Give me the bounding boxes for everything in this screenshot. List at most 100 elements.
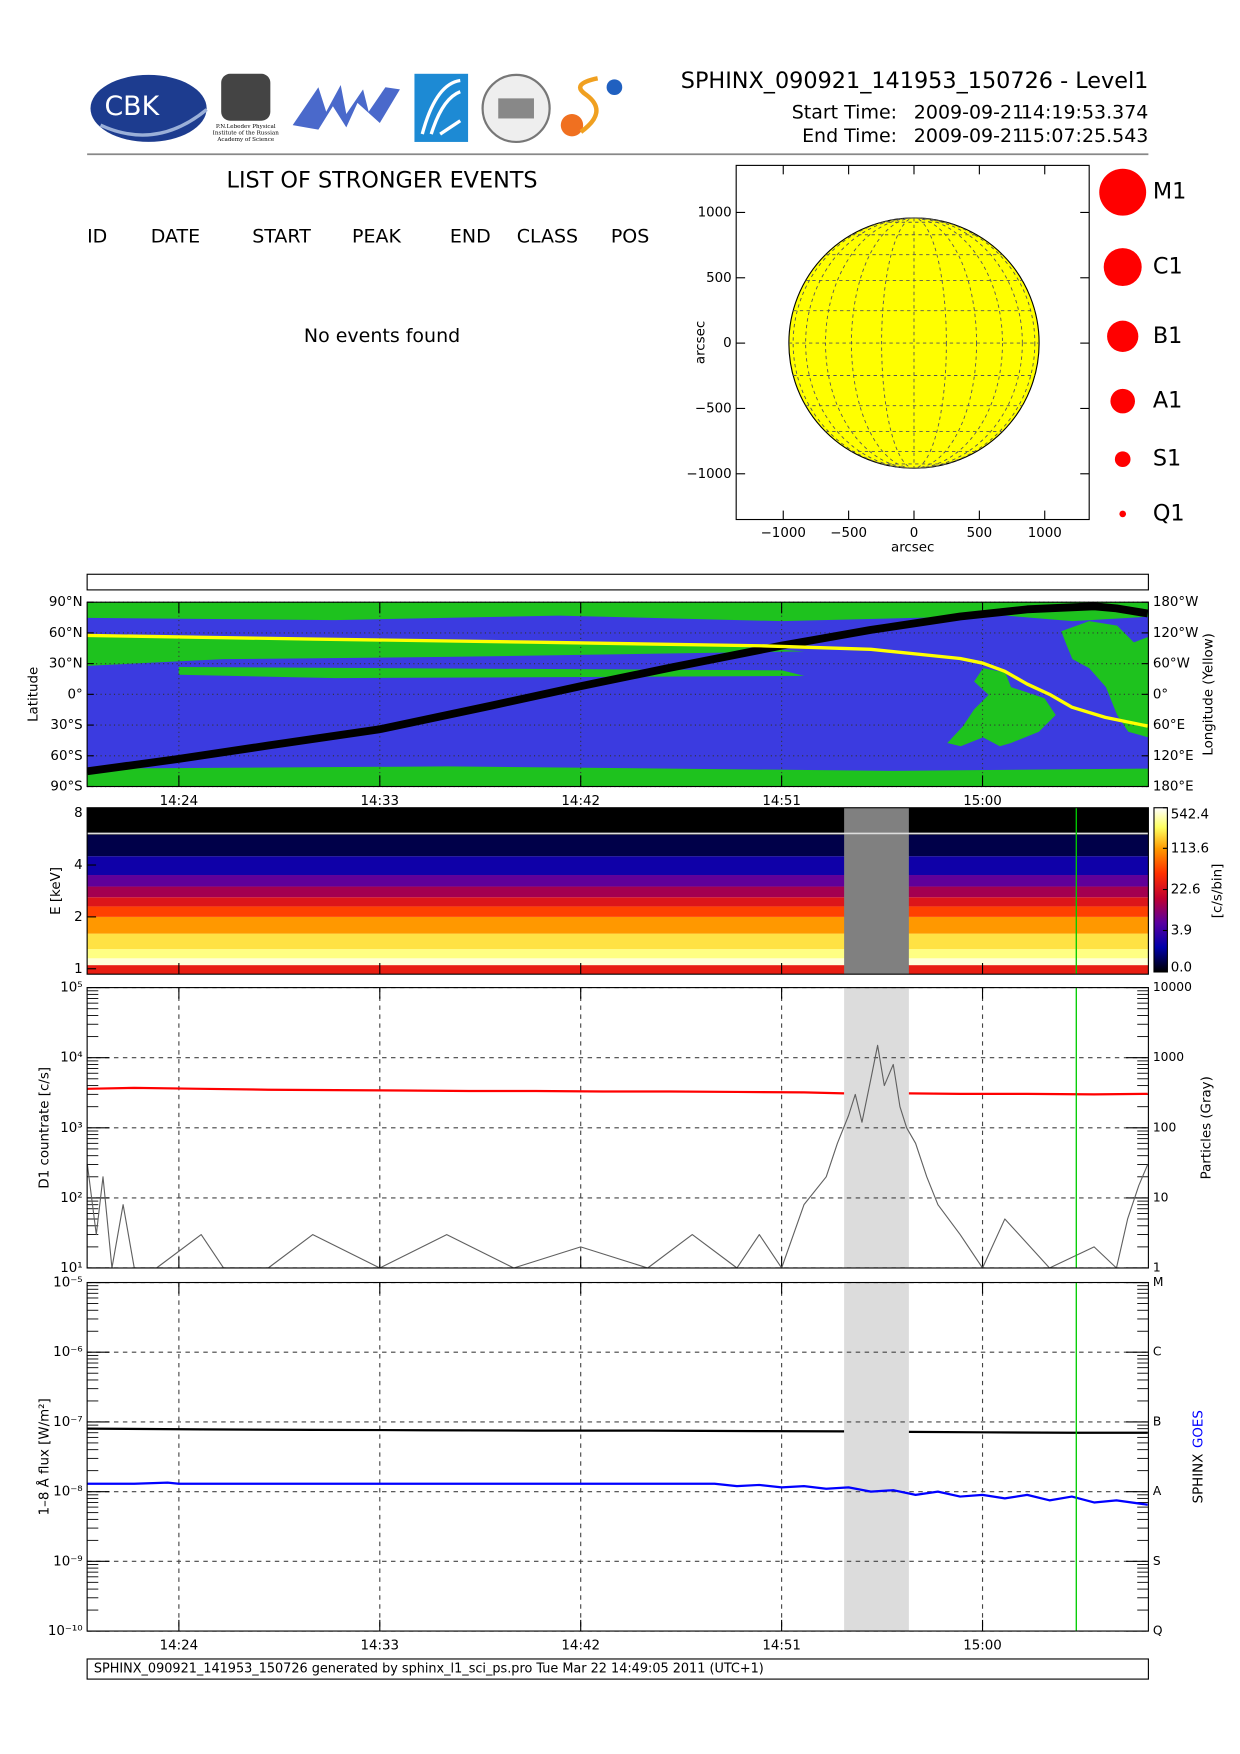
y2-tick-label: 1 bbox=[1153, 1260, 1161, 1274]
series-legend: SPHINX GOES bbox=[1192, 1410, 1207, 1503]
class-marker bbox=[1114, 451, 1131, 468]
x-tick-label: 0 bbox=[910, 526, 919, 541]
y-tick-label: 2 bbox=[74, 910, 83, 925]
class-label: Q1 bbox=[1153, 500, 1185, 526]
land bbox=[87, 602, 1149, 787]
logo-globe bbox=[606, 79, 623, 96]
y2-tick-label: S bbox=[1153, 1554, 1161, 1568]
y2-tick-label: 60°W bbox=[1153, 657, 1190, 672]
y-axis-title: arcsec bbox=[693, 321, 708, 364]
spectrum-band bbox=[87, 886, 1149, 898]
plot-frame bbox=[86, 807, 1149, 975]
data-gap bbox=[844, 807, 909, 975]
y-tick-label: 10⁻⁷ bbox=[53, 1415, 82, 1430]
land-south bbox=[87, 766, 1149, 787]
spectrum-band bbox=[87, 834, 1149, 857]
class-label: B1 bbox=[1153, 323, 1183, 349]
x-tick-label: 14:33 bbox=[360, 794, 399, 809]
class-marker bbox=[1107, 320, 1139, 352]
x-tick-label: 14:42 bbox=[561, 1639, 600, 1654]
land-east bbox=[1061, 621, 1149, 738]
logo-caption: Academy of Science bbox=[216, 137, 275, 143]
logo-caption: P.N.Lebedev Physical bbox=[216, 124, 276, 130]
y2-tick-label: M bbox=[1153, 1275, 1164, 1289]
start-date: 2009-09-21 bbox=[914, 101, 1024, 123]
y2-tick-label: 100 bbox=[1153, 1120, 1176, 1134]
x-tick-label: 14:24 bbox=[160, 794, 199, 809]
y-tick-label: 10⁻¹⁰ bbox=[48, 1624, 83, 1639]
y-tick-label: −1000 bbox=[686, 467, 731, 482]
y2-tick-label: Q bbox=[1153, 1624, 1163, 1638]
y-tick-label: 500 bbox=[706, 271, 732, 286]
y-tick-label: 30°N bbox=[49, 657, 83, 672]
class-label: C1 bbox=[1153, 254, 1183, 280]
y-tick-label: −500 bbox=[695, 401, 732, 416]
start-time: 14:19:53.374 bbox=[1021, 101, 1149, 123]
data-line bbox=[87, 1481, 1148, 1506]
start-label: Start Time: bbox=[792, 101, 897, 123]
spectrum-band bbox=[87, 875, 1149, 887]
land-north bbox=[87, 602, 1149, 622]
y-tick-label: 10⁻⁸ bbox=[53, 1485, 82, 1500]
class-marker bbox=[1099, 168, 1147, 216]
ocean bbox=[87, 602, 1149, 787]
y-tick-label: 10² bbox=[60, 1191, 82, 1206]
column-header: ID bbox=[87, 225, 107, 247]
y-tick-label: 10¹ bbox=[60, 1261, 82, 1276]
y2-tick-label: 120°E bbox=[1153, 749, 1194, 764]
y2-axis-title: Longitude (Yellow) bbox=[1202, 633, 1217, 756]
y-tick-label: 10⁻⁵ bbox=[53, 1276, 82, 1291]
logos: CBK P.N.Lebedev Physical Institute of th… bbox=[90, 73, 623, 143]
data-gap bbox=[844, 1282, 909, 1632]
colorbar-label: 3.9 bbox=[1171, 924, 1192, 939]
y2-tick-label: C bbox=[1153, 1345, 1162, 1359]
class-marker bbox=[1119, 510, 1127, 518]
report-title: SPHINX_090921_141953_150726 - Level1 bbox=[681, 68, 1149, 94]
footer-text: SPHINX_090921_141953_150726 generated by… bbox=[94, 1662, 764, 1677]
logo-mian bbox=[292, 84, 400, 130]
x-tick-label: 500 bbox=[967, 526, 993, 541]
spectrum-band bbox=[87, 958, 1149, 966]
x-tick-label: 14:24 bbox=[160, 1639, 199, 1654]
data-line bbox=[87, 1086, 1148, 1096]
class-marker bbox=[1110, 388, 1135, 414]
spectrum-band bbox=[87, 965, 1149, 975]
events-title: LIST OF STRONGER EVENTS bbox=[227, 168, 538, 194]
y2-tick-label: 10 bbox=[1153, 1190, 1169, 1204]
y2-tick-label: 120°W bbox=[1153, 626, 1199, 641]
colorbar-title: [c/s/bin] bbox=[1211, 864, 1226, 919]
logo-text: CBK bbox=[104, 91, 160, 122]
meridian bbox=[792, 217, 1036, 469]
world-map bbox=[87, 602, 1149, 787]
logo-portrait bbox=[221, 73, 271, 121]
y-tick-label: 0 bbox=[723, 336, 732, 351]
data-line bbox=[86, 1044, 1149, 1269]
y-tick-label: 10⁴ bbox=[60, 1051, 82, 1066]
footer-box bbox=[86, 1658, 1149, 1680]
plot-frame bbox=[86, 601, 1149, 788]
spectrum-band bbox=[87, 933, 1149, 950]
y-tick-label: 10⁵ bbox=[60, 981, 82, 996]
plot-frame bbox=[86, 1281, 1149, 1632]
colorbar-label: 542.4 bbox=[1171, 807, 1209, 822]
x-tick-label: −500 bbox=[830, 526, 867, 541]
y-axis-title: D1 countrate [c/s] bbox=[38, 1067, 53, 1189]
x-tick-label: −1000 bbox=[761, 526, 806, 541]
column-header: END bbox=[450, 225, 491, 247]
logo-sun bbox=[560, 114, 584, 137]
legend-entry: SPHINX bbox=[1192, 1454, 1207, 1504]
class-label: M1 bbox=[1153, 179, 1186, 205]
x-tick-label: 15:00 bbox=[963, 1639, 1002, 1654]
x-tick-label: 14:33 bbox=[360, 1639, 399, 1654]
logo-building bbox=[498, 98, 534, 119]
class-marker bbox=[1103, 248, 1142, 287]
plot-frame bbox=[735, 164, 1090, 521]
y2-tick-label: 0° bbox=[1153, 687, 1168, 702]
spectrum-band bbox=[87, 856, 1149, 876]
y-tick-label: 90°S bbox=[50, 780, 82, 795]
y-tick-label: 30°S bbox=[50, 718, 82, 733]
y-tick-label: 10⁻⁹ bbox=[53, 1554, 82, 1569]
y-tick-label: 1 bbox=[74, 962, 83, 977]
column-header: DATE bbox=[151, 225, 200, 247]
end-time: 15:07:25.543 bbox=[1021, 125, 1149, 147]
